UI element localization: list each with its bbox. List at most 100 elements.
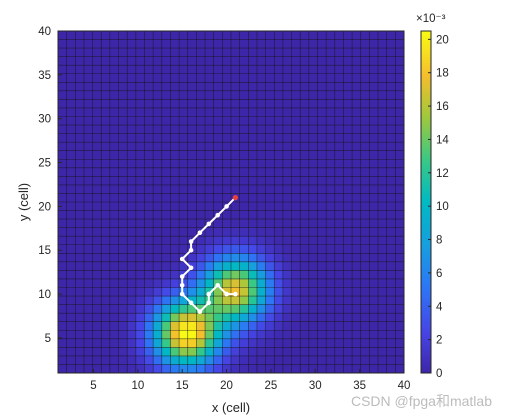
heatmap-cell (300, 321, 310, 331)
heatmap-cell (274, 167, 284, 177)
heatmap-cell (256, 116, 266, 126)
heatmap-cell (92, 184, 102, 194)
heatmap-cell (75, 313, 85, 322)
heatmap-cell (144, 99, 154, 109)
heatmap-cell (300, 219, 310, 228)
heatmap-cell (248, 219, 258, 228)
colorbar-segment (421, 39, 431, 43)
heatmap-cell (127, 116, 137, 126)
heatmap-cell (75, 184, 85, 194)
heatmap-cell (75, 167, 85, 177)
heatmap-cell (317, 355, 327, 365)
heatmap-cell (291, 48, 301, 57)
heatmap-cell (334, 364, 344, 374)
heatmap-cell (395, 347, 405, 357)
heatmap-cell (282, 142, 292, 151)
heatmap-cell (75, 321, 85, 331)
heatmap-cell (300, 39, 310, 49)
heatmap-cell (196, 278, 206, 288)
heatmap-cell (378, 210, 387, 220)
heatmap-cell (352, 287, 362, 297)
heatmap-cell (274, 313, 284, 322)
heatmap-cell (256, 244, 266, 254)
heatmap-cell (144, 355, 154, 365)
heatmap-cell (58, 90, 67, 100)
heatmap-cell (343, 125, 353, 134)
heatmap-cell (213, 133, 223, 143)
heatmap-cell (109, 142, 119, 151)
heatmap-cell (317, 202, 327, 211)
heatmap-cell (265, 338, 275, 348)
heatmap-cell (109, 210, 119, 220)
heatmap-cell (92, 167, 102, 177)
heatmap-cell (231, 99, 240, 109)
heatmap-cell (395, 236, 405, 246)
heatmap-cell (360, 253, 370, 263)
heatmap-cell (248, 210, 258, 220)
heatmap-cell (334, 219, 344, 228)
heatmap-cell (101, 219, 111, 228)
colorbar-segment (421, 236, 431, 240)
heatmap-cell (179, 116, 189, 126)
heatmap-cell (92, 347, 102, 357)
heatmap-cell (386, 150, 396, 160)
heatmap-cell (291, 116, 301, 126)
heatmap-cell (308, 116, 318, 126)
heatmap-cell (239, 304, 249, 314)
heatmap-cell (222, 31, 232, 40)
heatmap-cell (153, 133, 163, 143)
colorbar-segment (421, 276, 431, 280)
heatmap-cell (153, 253, 163, 263)
colorbar-segment (421, 347, 431, 351)
heatmap-cell (196, 31, 206, 40)
heatmap-cell (127, 278, 137, 288)
path-point (233, 291, 238, 297)
heatmap-cell (239, 116, 249, 126)
heatmap-cell (231, 313, 240, 322)
heatmap-cell (127, 176, 137, 186)
heatmap-cell (308, 82, 318, 92)
heatmap-cell (109, 219, 119, 228)
heatmap-cell (109, 116, 119, 126)
heatmap-cell (326, 56, 336, 66)
heatmap-cell (144, 304, 154, 314)
heatmap-cell (378, 31, 387, 40)
x-axis-ticks: 5 10 15 20 25 30 35 40 (90, 369, 410, 392)
heatmap-cell (75, 236, 85, 246)
heatmap-cell (395, 107, 405, 117)
heatmap-cell (144, 48, 154, 57)
heatmap-cell (395, 210, 405, 220)
heatmap-cell (161, 82, 171, 92)
heatmap-cell (395, 304, 405, 314)
heatmap-cell (109, 39, 119, 49)
heatmap-cell (395, 39, 405, 49)
heatmap-cell (118, 142, 128, 151)
heatmap-cell (118, 133, 128, 143)
heatmap-cell (213, 107, 223, 117)
heatmap-cell (395, 73, 405, 83)
heatmap-cell (239, 270, 249, 280)
heatmap-cell (256, 304, 266, 314)
colorbar-exponent: ×10⁻³ (416, 13, 446, 25)
heatmap-cell (231, 31, 240, 40)
heatmap-cell (127, 244, 137, 254)
heatmap-cell (187, 364, 197, 374)
heatmap-cell (395, 65, 405, 75)
heatmap-cell (127, 227, 137, 237)
heatmap-cell (343, 253, 353, 263)
heatmap-cell (282, 176, 292, 186)
heatmap-cell (352, 278, 362, 288)
heatmap-cell (92, 321, 102, 331)
heatmap-cell (343, 150, 353, 160)
heatmap-cell (317, 184, 327, 194)
heatmap-cell (58, 39, 67, 49)
heatmap-cell (231, 65, 240, 75)
heatmap-cell (83, 227, 93, 237)
heatmap-cell (369, 142, 379, 151)
path-start-point (232, 195, 238, 201)
heatmap-cell (308, 347, 318, 357)
heatmap-cell (239, 125, 249, 134)
heatmap-cell (360, 65, 370, 75)
heatmap-cell (256, 261, 266, 271)
heatmap-cell (282, 107, 292, 117)
